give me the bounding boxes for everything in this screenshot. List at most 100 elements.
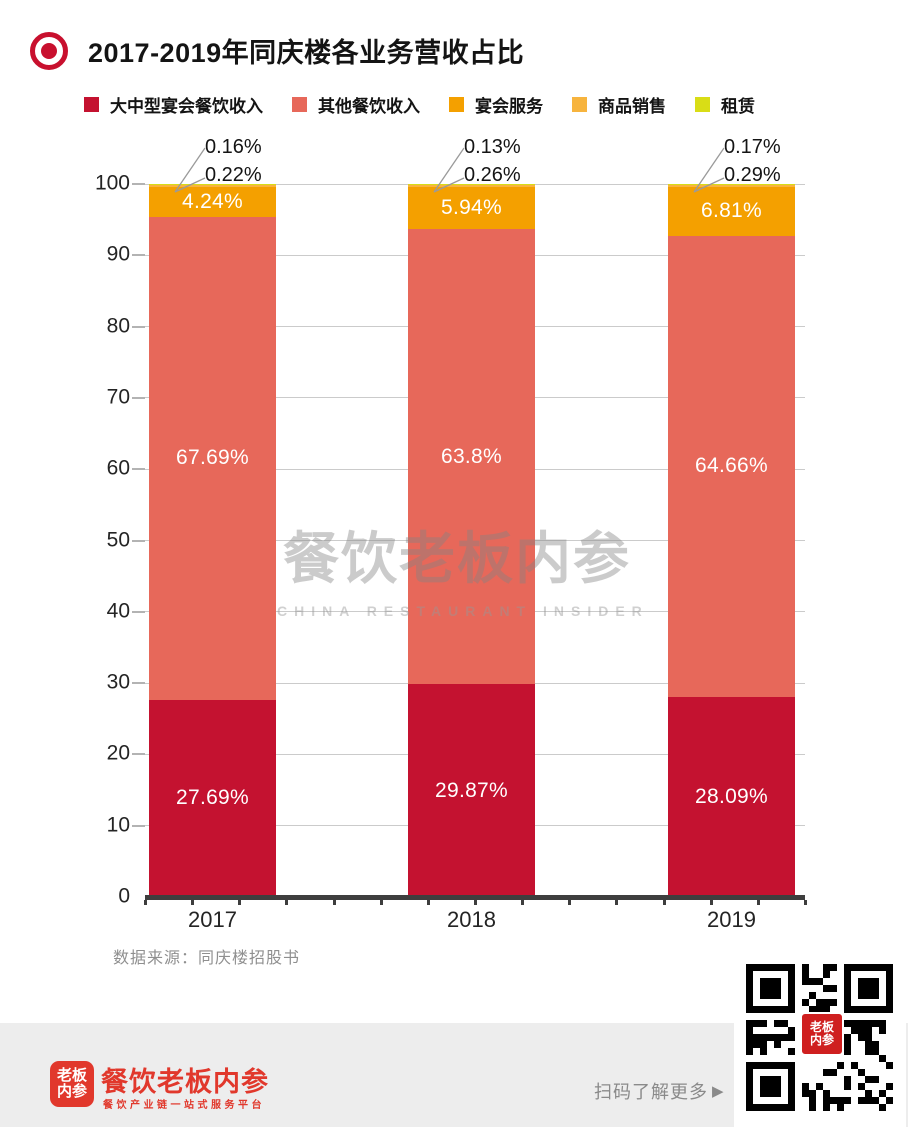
x-axis-tick	[756, 900, 760, 905]
y-tick-mark	[132, 682, 145, 685]
x-axis-tick	[521, 900, 525, 905]
y-tick-mark	[132, 539, 145, 542]
x-axis-label-2018: 2018	[447, 907, 496, 932]
segment-value-label: 6.81%	[700, 199, 763, 223]
segment-value-label: 67.69%	[175, 446, 250, 470]
arrow-icon: ▶	[712, 1083, 725, 1100]
bar-segment-2017-2: 4.24%	[149, 186, 276, 217]
callout-lines-2017	[174, 147, 206, 193]
legend: 大中型宴会餐饮收入 其他餐饮收入 宴会服务 商品销售 租赁	[84, 92, 755, 117]
y-tick-mark	[132, 254, 145, 257]
plot-area: 0 10 20 30 40 50 60 70 80 90 100 27.69% 67.69% 4.24% 0…	[95, 136, 807, 932]
scan-cta: 扫码了解更多 ▶	[594, 1078, 725, 1104]
bar-segment-2019-3	[668, 185, 795, 188]
x-axis-label-2017: 2017	[188, 907, 237, 932]
x-axis-tick	[426, 900, 430, 905]
qr-code: 老板 内参	[734, 952, 906, 1130]
bar-segment-2017-3	[149, 185, 276, 187]
bar-segment-2019-2: 6.81%	[668, 187, 795, 236]
y-axis-label: 10	[106, 813, 130, 837]
y-axis-label: 100	[94, 171, 130, 195]
legend-label: 大中型宴会餐饮收入	[110, 97, 263, 116]
x-axis-tick	[804, 900, 807, 905]
legend-swatch-icon	[449, 97, 464, 112]
qr-pattern	[746, 964, 893, 1111]
legend-label: 租赁	[721, 97, 755, 116]
qr-center-logo: 老板 内参	[800, 1012, 844, 1056]
qr-logo-text-2: 内参	[809, 1033, 834, 1047]
bullseye-icon	[30, 31, 68, 70]
bar-2018: 29.87% 63.8% 5.94%	[408, 184, 535, 897]
callout-label-2017-租赁: 0.16%	[205, 136, 262, 158]
callout-label-2019-租赁: 0.17%	[724, 136, 781, 158]
x-axis-tick	[662, 900, 666, 905]
y-tick-mark	[132, 183, 145, 185]
callout-label-2017-商品销售: 0.22%	[205, 164, 262, 186]
callout-label-2018-租赁: 0.13%	[464, 136, 521, 158]
segment-value-label: 29.87%	[434, 778, 509, 802]
y-axis-label: 0	[118, 884, 130, 908]
bar-segment-2017-0: 27.69%	[149, 699, 276, 897]
segment-value-label: 28.09%	[694, 784, 769, 808]
y-axis-label: 80	[106, 314, 130, 338]
x-axis-tick	[191, 900, 195, 905]
bar-segment-2019-4	[668, 183, 795, 186]
callout-lines-2019	[693, 147, 725, 193]
chart-title: 2017-2019年同庆楼各业务营收占比	[88, 38, 525, 68]
legend-label: 宴会服务	[475, 97, 543, 116]
callout-lines-2018	[433, 147, 465, 193]
legend-label: 其他餐饮收入	[318, 97, 420, 116]
y-axis-label: 40	[106, 599, 130, 623]
brand-logo-text-2: 内参	[56, 1083, 87, 1100]
bar-segment-2019-0: 28.09%	[668, 696, 795, 897]
bar-segment-2017-1: 67.69%	[149, 216, 276, 700]
bar-segment-2018-1: 63.8%	[408, 229, 535, 685]
legend-swatch-icon	[84, 97, 99, 112]
y-tick-mark	[132, 610, 145, 613]
legend-swatch-icon	[695, 97, 710, 112]
legend-swatch-icon	[292, 97, 307, 112]
legend-item-0: 大中型宴会餐饮收入	[84, 92, 263, 117]
legend-item-1: 其他餐饮收入	[292, 92, 420, 117]
callout-label-2019-商品销售: 0.29%	[724, 164, 781, 186]
legend-item-4: 租赁	[695, 92, 755, 117]
y-tick-mark	[132, 824, 145, 827]
x-axis-label-2019: 2019	[707, 907, 756, 932]
bullseye-dot	[41, 42, 57, 59]
y-tick-mark	[132, 396, 145, 399]
bar-2017: 27.69% 67.69% 4.24%	[149, 184, 276, 897]
y-axis-label: 90	[106, 242, 130, 266]
x-axis-tick	[615, 900, 619, 905]
scan-text: 扫码了解更多	[594, 1082, 708, 1102]
y-axis-label: 30	[106, 670, 130, 694]
qr-logo-text-1: 老板	[809, 1019, 834, 1034]
callout-label-2018-商品销售: 0.26%	[464, 164, 521, 186]
segment-value-label: 4.24%	[181, 189, 244, 213]
y-tick-mark	[132, 468, 145, 471]
brand-logo-text-1: 老板	[56, 1067, 87, 1085]
legend-label: 商品销售	[598, 97, 666, 116]
x-axis-tick	[144, 900, 147, 905]
y-axis-label: 50	[106, 528, 130, 552]
x-axis-tick	[474, 900, 477, 905]
x-axis-line	[145, 895, 805, 900]
brand-name: 餐饮老板内参	[101, 1067, 269, 1097]
x-axis-tick	[709, 900, 713, 905]
y-axis-label: 70	[106, 385, 130, 409]
header: 2017-2019年同庆楼各业务营收占比	[30, 31, 524, 70]
segment-value-label: 63.8%	[440, 444, 503, 468]
segment-value-label: 5.94%	[440, 195, 503, 219]
segment-value-label: 27.69%	[175, 786, 250, 810]
y-axis-label: 60	[106, 456, 130, 480]
segment-value-label: 64.66%	[694, 454, 769, 478]
x-axis-tick	[568, 900, 572, 905]
legend-swatch-icon	[572, 97, 587, 112]
source-note: 数据来源：同庆楼招股书	[113, 950, 301, 967]
legend-item-3: 商品销售	[572, 92, 666, 117]
x-axis-tick	[379, 900, 383, 905]
bar-segment-2019-1: 64.66%	[668, 235, 795, 697]
brand-logo: 老板 内参	[50, 1061, 94, 1107]
bar-segment-2017-4	[149, 184, 276, 186]
bar-segment-2018-3	[408, 184, 535, 187]
legend-item-2: 宴会服务	[449, 92, 543, 117]
